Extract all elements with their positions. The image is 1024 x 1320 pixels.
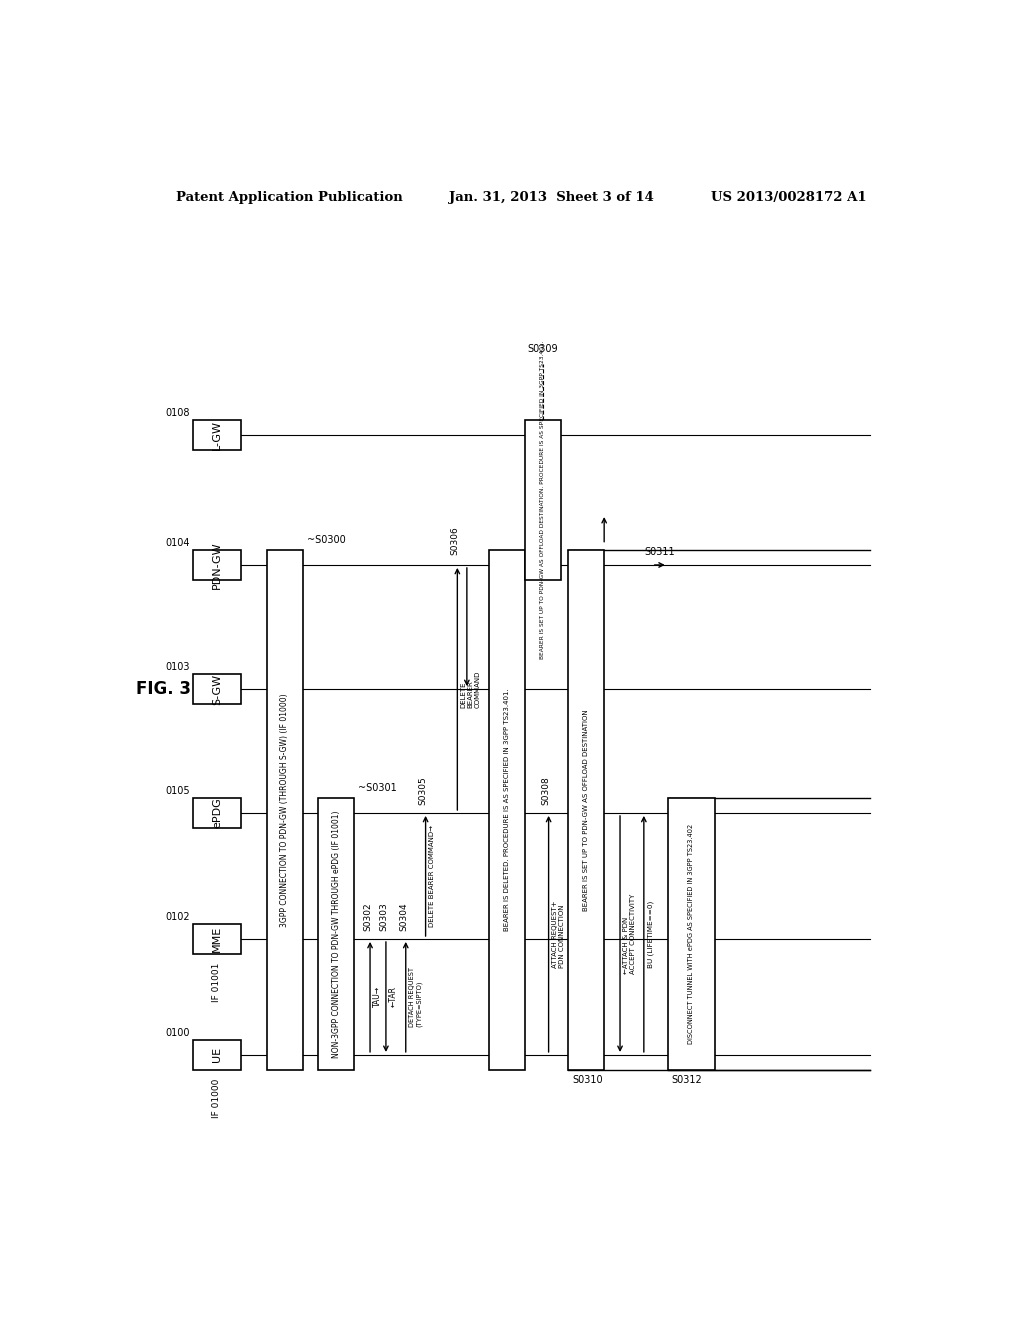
- Text: DISCONNECT TUNNEL WITH ePDG AS SPECIFIED IN 3GPP TS23.402: DISCONNECT TUNNEL WITH ePDG AS SPECIFIED…: [688, 824, 694, 1044]
- Text: MME: MME: [212, 925, 222, 952]
- Bar: [194, 924, 241, 954]
- Text: S0310: S0310: [572, 1076, 603, 1085]
- Bar: [318, 797, 354, 1071]
- Text: S0305: S0305: [419, 776, 428, 805]
- Text: Patent Application Publication: Patent Application Publication: [176, 190, 402, 203]
- Text: PDN-GW: PDN-GW: [212, 541, 222, 589]
- Bar: [194, 549, 241, 581]
- Bar: [194, 420, 241, 450]
- Text: 0108: 0108: [166, 408, 189, 417]
- Text: NON-3GPP CONNECTION TO PDN-GW THROUGH ePDG (IF 01001): NON-3GPP CONNECTION TO PDN-GW THROUGH eP…: [332, 810, 341, 1057]
- Text: S0302: S0302: [364, 903, 372, 931]
- Bar: [194, 797, 241, 828]
- Bar: [568, 549, 604, 1071]
- Text: 0100: 0100: [166, 1027, 189, 1038]
- Text: ←TAR: ←TAR: [389, 986, 398, 1007]
- Text: IF 01000: IF 01000: [212, 1078, 221, 1118]
- Text: BEARER IS SET UP TO PDN-GW AS OFFLOAD DESTINATION. PROCEDURE IS AS SPECIFIED IN : BEARER IS SET UP TO PDN-GW AS OFFLOAD DE…: [540, 341, 545, 659]
- Text: ~S0301: ~S0301: [358, 783, 397, 792]
- Text: ePDG: ePDG: [212, 797, 222, 829]
- Text: ATTACH REQUEST+
PDN CONNECTION: ATTACH REQUEST+ PDN CONNECTION: [552, 900, 565, 968]
- Text: DELETE BEARER COMMAND→: DELETE BEARER COMMAND→: [429, 825, 435, 927]
- Text: S0307: S0307: [528, 535, 559, 545]
- Text: US 2013/0028172 A1: US 2013/0028172 A1: [712, 190, 867, 203]
- Bar: [524, 420, 560, 581]
- Text: S0303: S0303: [379, 902, 388, 931]
- Text: DELETE
BEARER
COMMAND: DELETE BEARER COMMAND: [461, 671, 480, 708]
- Text: BEARER IS SET UP TO PDN-GW AS OFFLOAD DESTINATION: BEARER IS SET UP TO PDN-GW AS OFFLOAD DE…: [584, 709, 589, 911]
- Text: FIG. 3: FIG. 3: [136, 680, 191, 698]
- Bar: [489, 549, 524, 1071]
- Text: UE: UE: [212, 1047, 222, 1063]
- Text: TAU→: TAU→: [373, 986, 382, 1007]
- Text: S0312: S0312: [672, 1076, 702, 1085]
- Text: S0311: S0311: [644, 546, 675, 557]
- Text: S0309: S0309: [527, 343, 558, 354]
- Bar: [267, 549, 303, 1071]
- Text: S0308: S0308: [542, 776, 551, 805]
- Text: Jan. 31, 2013  Sheet 3 of 14: Jan. 31, 2013 Sheet 3 of 14: [450, 190, 654, 203]
- Text: S0304: S0304: [399, 903, 408, 931]
- Text: IF 01001: IF 01001: [212, 962, 221, 1002]
- Bar: [194, 673, 241, 704]
- Bar: [194, 1040, 241, 1071]
- Text: DETACH REQUEST
(TYPE=SIPTO): DETACH REQUEST (TYPE=SIPTO): [409, 968, 423, 1027]
- Text: ~S0300: ~S0300: [306, 535, 345, 545]
- Text: ←ATTACH & PDN
ACCEPT CONNECTIVITY: ←ATTACH & PDN ACCEPT CONNECTIVITY: [624, 894, 636, 974]
- Bar: [668, 797, 715, 1071]
- Text: 0104: 0104: [166, 537, 189, 548]
- Text: L-GW: L-GW: [212, 420, 222, 450]
- Text: S-GW: S-GW: [212, 673, 222, 705]
- Text: BU (LIFETIME==0): BU (LIFETIME==0): [647, 900, 653, 968]
- Text: S0306: S0306: [451, 527, 460, 554]
- Text: 0105: 0105: [165, 785, 189, 796]
- Text: BEARER IS DELETED. PROCEDURE IS AS SPECIFIED IN 3GPP TS23.401.: BEARER IS DELETED. PROCEDURE IS AS SPECI…: [504, 689, 510, 932]
- Text: 0103: 0103: [166, 661, 189, 672]
- Text: 0102: 0102: [165, 912, 189, 921]
- Text: 3GPP CONNECTION TO PDN-GW (THROUGH S-GW) (IF 01000): 3GPP CONNECTION TO PDN-GW (THROUGH S-GW)…: [281, 693, 289, 927]
